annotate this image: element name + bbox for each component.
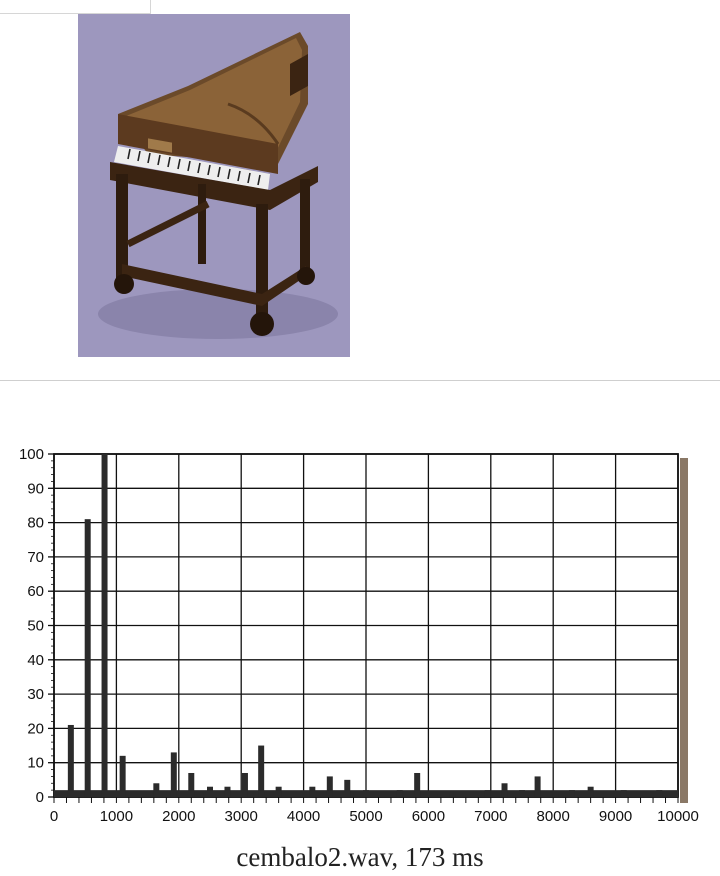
spectrum-bar: [258, 745, 265, 797]
spectrum-bar: [241, 772, 248, 797]
spectrum-bar: [568, 790, 575, 797]
spectrum-bar: [519, 790, 525, 797]
chart-caption: cembalo2.wav, 173 ms: [236, 842, 484, 872]
spectrum-bar: [119, 755, 126, 797]
spectrum-bar: [363, 790, 369, 797]
x-tick-label: 4000: [287, 808, 320, 825]
spectrum-bar: [396, 790, 403, 797]
top-divider: [0, 0, 151, 14]
y-tick-label: 10: [27, 755, 44, 772]
harpsichord-photo: [78, 14, 350, 357]
spectrum-bar: [656, 790, 663, 797]
x-tick-label: 1000: [100, 808, 133, 825]
x-tick-label: 10000: [657, 808, 699, 825]
spectrum-bar: [344, 779, 351, 797]
spectrum-bar: [188, 772, 195, 797]
x-tick-label: 6000: [412, 808, 445, 825]
spectrum-bar: [431, 793, 438, 797]
spectrum-bar: [170, 752, 177, 797]
spectrum-bar: [587, 786, 594, 797]
spectrum-bar: [414, 772, 421, 797]
y-tick-label: 40: [27, 652, 44, 669]
spectrum-bar: [101, 454, 108, 797]
spectrum-bar: [620, 790, 627, 797]
y-tick-label: 100: [19, 446, 44, 463]
spectrum-bar: [67, 724, 74, 797]
spectrum-bar: [309, 786, 316, 797]
y-tick-label: 60: [27, 583, 44, 600]
spectrum-bar: [501, 783, 508, 797]
x-tick-label: 3000: [225, 808, 258, 825]
spectrum-bar: [552, 793, 559, 797]
y-tick-label: 50: [27, 618, 44, 635]
spectrum-bar: [153, 783, 160, 797]
y-tick-label: 20: [27, 720, 44, 737]
spectrum-bar: [224, 786, 231, 797]
y-tick-label: 0: [36, 789, 44, 806]
x-tick-label: 0: [50, 808, 58, 825]
spectrum-bar: [449, 793, 456, 797]
y-tick-label: 90: [27, 480, 44, 497]
x-tick-label: 5000: [349, 808, 382, 825]
spectrum-bar: [534, 776, 541, 797]
y-tick-label: 70: [27, 549, 44, 566]
spectrum-bar: [275, 786, 282, 797]
x-tick-label: 8000: [537, 808, 570, 825]
spectrum-bar: [326, 776, 333, 797]
y-tick-label: 80: [27, 515, 44, 532]
spectrum-bar: [84, 519, 91, 797]
x-tick-label: 2000: [162, 808, 195, 825]
frame-shadow: [680, 458, 688, 803]
section-divider: [0, 380, 720, 381]
x-tick-label: 7000: [474, 808, 507, 825]
spectrum-bar: [484, 790, 491, 797]
spectrum-chart: 0 1000 2000 3000 4000 5000 6000 7000 8000 9000 100…: [19, 446, 699, 825]
x-tick-label: 9000: [599, 808, 632, 825]
spectrum-bar: [207, 786, 213, 797]
y-tick-label: 30: [27, 686, 44, 703]
